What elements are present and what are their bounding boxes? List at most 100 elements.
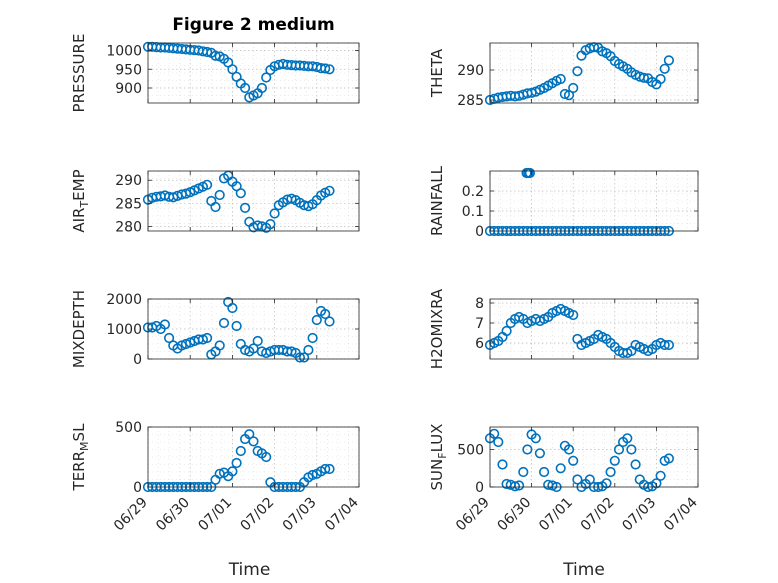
axes-box (147, 170, 360, 232)
data-point (568, 455, 579, 466)
data-point (524, 167, 536, 179)
y-axis-label: SUNFLUX (428, 424, 449, 491)
x-tick-label: 06/30 (153, 495, 193, 535)
data-point (320, 463, 331, 475)
data-point (555, 73, 566, 85)
data-point (626, 444, 637, 455)
x-tick-label: 07/03 (619, 495, 659, 535)
data-point (572, 474, 583, 485)
y-axis-label: TERRMSL (70, 423, 91, 492)
data-point (180, 188, 192, 199)
axes-box (489, 426, 699, 488)
data-point (651, 478, 662, 489)
data-point (164, 332, 175, 344)
data-point (231, 457, 242, 469)
data-point (159, 319, 170, 330)
y-axis-label: AIRTEMP (70, 169, 91, 232)
y-tick-label: 0 (475, 224, 484, 240)
data-point (261, 451, 272, 463)
y-tick-label: 285 (457, 93, 484, 109)
y-axis-label: PRESSURE (70, 34, 88, 113)
data-point (555, 463, 566, 474)
data-point (655, 470, 666, 481)
x-tick-label: 07/02 (238, 495, 278, 535)
y-tick-label: 0.1 (462, 204, 484, 220)
data-point (235, 188, 246, 199)
data-point (231, 320, 242, 332)
data-point (227, 64, 238, 75)
data-point (659, 63, 670, 74)
data-point (559, 88, 571, 100)
data-point (265, 219, 276, 230)
x-tick-label: 06/29 (453, 495, 493, 535)
y-tick-label: 950 (115, 62, 142, 78)
data-point (202, 332, 213, 344)
data-point (214, 189, 225, 201)
data-point (568, 309, 579, 321)
data-point (244, 429, 255, 440)
subplot-mixdepth: 0 1000 2000 MIXDEPTH (70, 290, 360, 368)
x-tick-label: 07/04 (661, 494, 701, 534)
data-point (307, 469, 318, 481)
x-tick-label: 06/29 (111, 495, 151, 535)
data-point (522, 444, 533, 455)
data-point (493, 436, 504, 448)
data-point (286, 193, 297, 204)
x-tick-label: 07/01 (195, 495, 235, 535)
data-point (568, 82, 579, 94)
y-axis-label: THETA (428, 48, 446, 98)
data-point (659, 339, 670, 351)
data-point (530, 433, 541, 444)
data-point (214, 340, 225, 351)
data-point (324, 316, 335, 327)
data-point (202, 46, 213, 58)
data-point (622, 433, 633, 444)
data-point (324, 463, 335, 475)
data-point (501, 325, 512, 337)
subplot-theta: 285 290 THETA (428, 42, 699, 109)
data-point (497, 459, 508, 470)
subplot-grid: 900 950 1000 PRESSURE 285 290 THETA 280 285 290 AI… (70, 34, 701, 535)
data-point (202, 179, 213, 190)
data-point (601, 478, 612, 489)
y-tick-label: 290 (115, 173, 142, 189)
data-point (269, 208, 280, 219)
data-point (613, 444, 625, 455)
data-point (261, 72, 272, 83)
data-point (210, 201, 221, 213)
data-point (303, 344, 314, 356)
axes-box (489, 298, 699, 360)
x-tick-label: 06/30 (495, 495, 535, 535)
data-point (655, 73, 666, 85)
data-point (563, 444, 575, 455)
y-tick-label: 280 (115, 219, 142, 235)
data-point (630, 459, 641, 470)
data-point (605, 466, 616, 478)
x-tick-label: 07/03 (280, 495, 320, 535)
data-point (248, 436, 259, 447)
y-tick-label: 1000 (106, 322, 142, 338)
data-point (320, 63, 331, 74)
y-tick-label: 500 (115, 420, 142, 436)
data-point (294, 352, 306, 363)
y-tick-label: 285 (115, 196, 142, 212)
data-point (663, 339, 675, 351)
x-tick-label: 07/01 (536, 495, 576, 535)
data-point (324, 185, 335, 196)
y-tick-label: 6 (475, 336, 484, 352)
data-point (210, 50, 221, 61)
y-tick-label: 2000 (106, 292, 142, 308)
subplot-air_temp: 280 285 290 AIRTEMP (70, 169, 360, 235)
axes-box (147, 42, 360, 104)
data-point (513, 480, 525, 491)
data-point (227, 302, 238, 314)
subplot-sun_flux: 0 500 06/29 06/30 07/01 07/02 07/03 07/04 SUNFLU… (428, 424, 701, 535)
data-point (299, 352, 310, 363)
data-point (252, 335, 263, 347)
data-point (584, 474, 595, 485)
data-point (227, 466, 238, 477)
data-point (240, 82, 251, 94)
y-tick-label: 1000 (106, 44, 142, 60)
y-tick-label: 0.2 (462, 184, 484, 200)
y-tick-label: 290 (457, 63, 484, 79)
